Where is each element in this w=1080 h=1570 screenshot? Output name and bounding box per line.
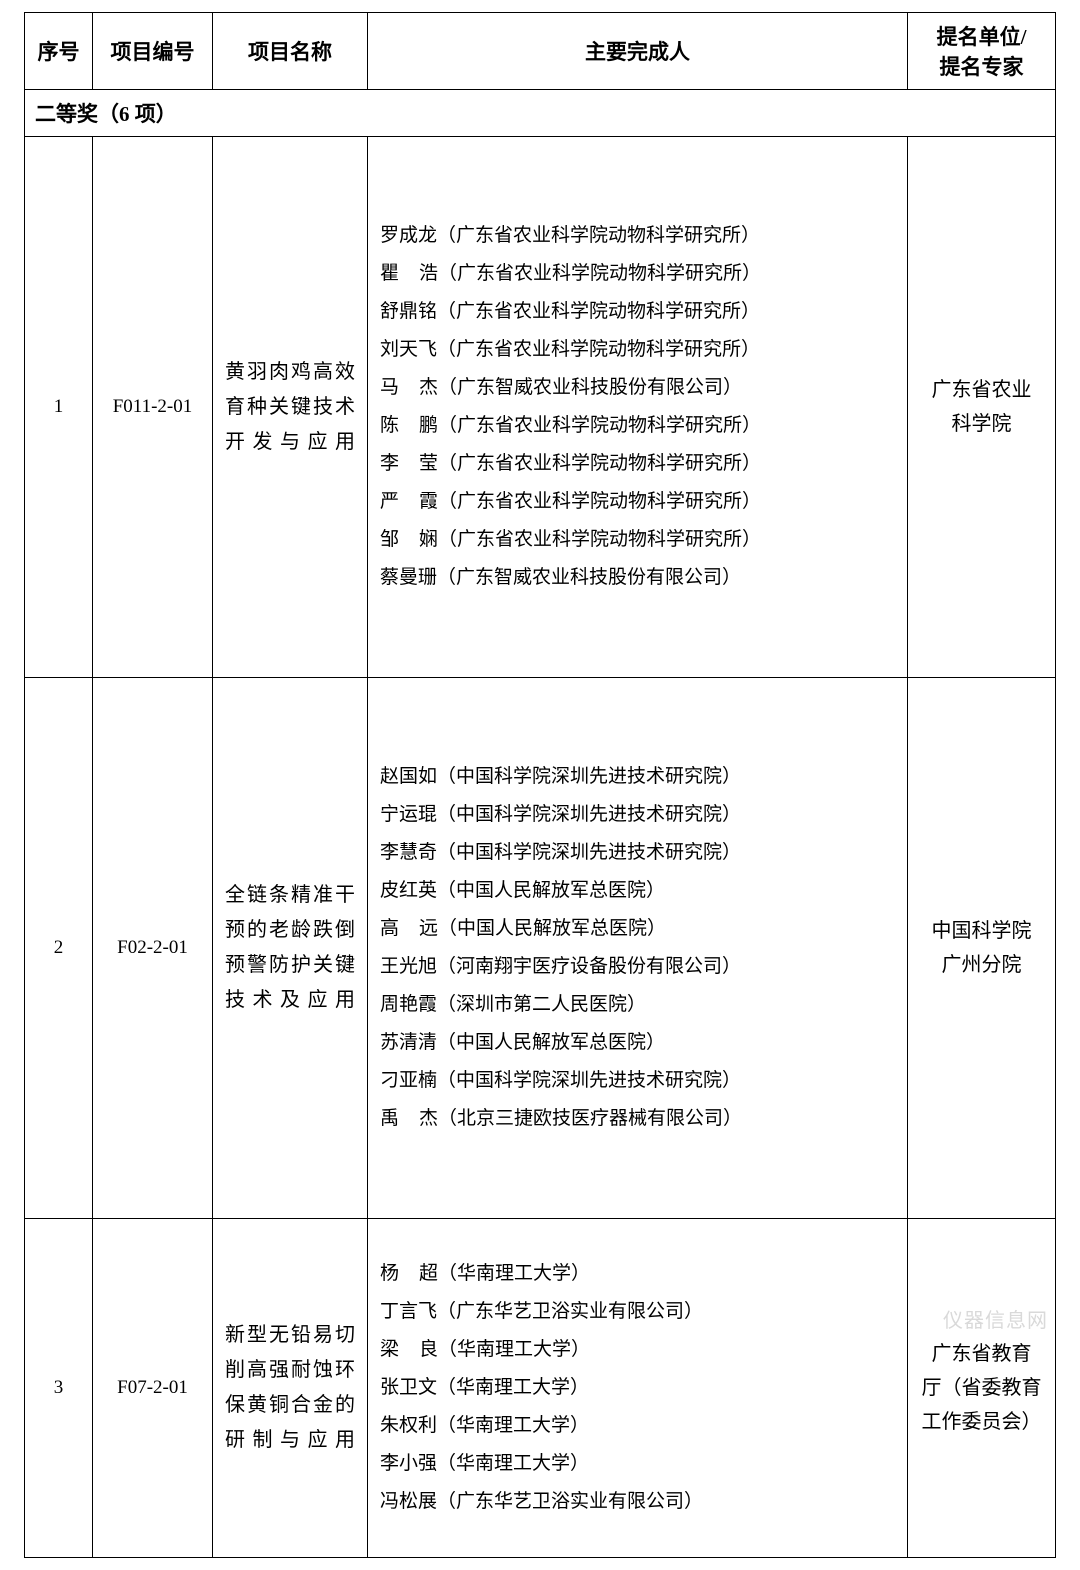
nom-line: 广东省农业 (932, 379, 1032, 401)
nom-line: 中国科学院 (932, 920, 1032, 942)
cell-nominator: 中国科学院广州分院 (908, 678, 1056, 1219)
cell-nominator: 广东省教育厅（省委教育工作委员会） (908, 1219, 1056, 1558)
header-people: 主要完成人 (368, 13, 908, 90)
header-nominator: 提名单位/提名专家 (908, 13, 1056, 90)
nom-line: 科学院 (952, 413, 1012, 435)
header-name: 项目名称 (213, 13, 368, 90)
table-row: 2 F02-2-01 全链条精准干预的老龄跌倒预警防护关键技术及应用 赵国如（中… (25, 678, 1056, 1219)
cell-id: 1 (25, 137, 93, 678)
cell-name: 新型无铅易切削高强耐蚀环保黄铜合金的研制与应用 (213, 1219, 368, 1558)
nom-line: 厅（省委教育 (922, 1377, 1042, 1399)
table-header-row: 序号 项目编号 项目名称 主要完成人 提名单位/提名专家 (25, 13, 1056, 90)
cell-people: 赵国如（中国科学院深圳先进技术研究院）宁运琨（中国科学院深圳先进技术研究院）李慧… (368, 678, 908, 1219)
nom-line: 广东省教育 (932, 1343, 1032, 1365)
cell-people: 罗成龙（广东省农业科学院动物科学研究所）瞿浩（广东省农业科学院动物科学研究所）舒… (368, 137, 908, 678)
header-nominator-line1: 提名单位/ (937, 25, 1027, 49)
cell-name: 全链条精准干预的老龄跌倒预警防护关键技术及应用 (213, 678, 368, 1219)
award-table: 序号 项目编号 项目名称 主要完成人 提名单位/提名专家 二等奖（6 项） 1 … (24, 12, 1056, 1558)
cell-people: 杨超（华南理工大学）丁言飞（广东华艺卫浴实业有限公司）梁良（华南理工大学）张卫文… (368, 1219, 908, 1558)
cell-name: 黄羽肉鸡高效育种关键技术开发与应用 (213, 137, 368, 678)
nom-line: 工作委员会） (922, 1411, 1042, 1433)
table-row: 1 F011-2-01 黄羽肉鸡高效育种关键技术开发与应用 罗成龙（广东省农业科… (25, 137, 1056, 678)
table-row: 3 F07-2-01 新型无铅易切削高强耐蚀环保黄铜合金的研制与应用 杨超（华南… (25, 1219, 1056, 1558)
nom-line: 广州分院 (942, 954, 1022, 976)
cell-code: F02-2-01 (93, 678, 213, 1219)
section-title: 二等奖（6 项） (25, 90, 1056, 137)
cell-code: F07-2-01 (93, 1219, 213, 1558)
cell-id: 2 (25, 678, 93, 1219)
header-code: 项目编号 (93, 13, 213, 90)
cell-id: 3 (25, 1219, 93, 1558)
cell-code: F011-2-01 (93, 137, 213, 678)
header-id: 序号 (25, 13, 93, 90)
header-nominator-line2: 提名专家 (940, 55, 1024, 79)
section-title-row: 二等奖（6 项） (25, 90, 1056, 137)
cell-nominator: 广东省农业科学院 (908, 137, 1056, 678)
